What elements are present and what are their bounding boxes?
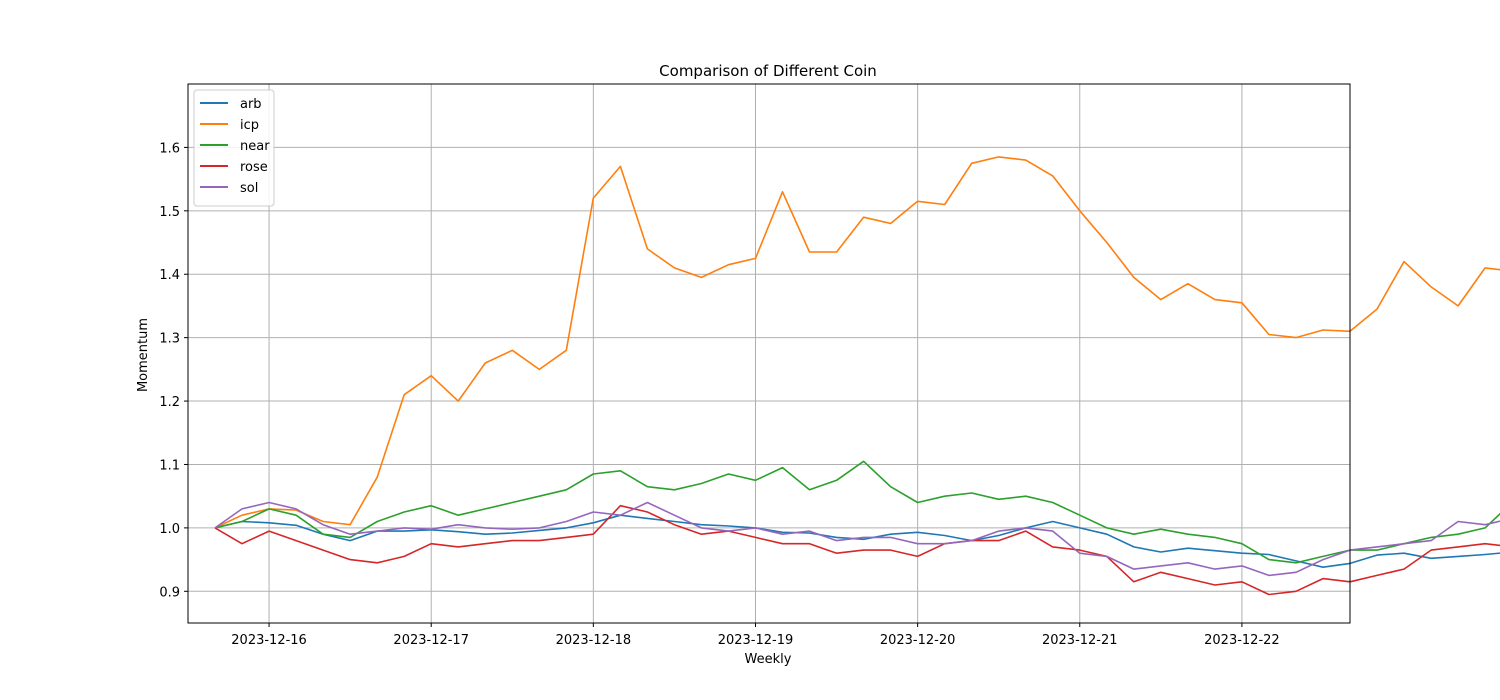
plot-frame [187,83,1351,624]
legend: arb icp near rose sol [193,89,275,207]
series-line-rose [214,504,1500,596]
y-axis: 0.9 1.0 1.1 1.2 1.3 1.4 1.5 1.6 [159,141,188,600]
legend-box [193,89,275,207]
y-tick-label: 0.9 [159,585,180,600]
legend-label-near: near [240,139,270,154]
x-axis-title: Weekly [745,652,792,667]
y-axis-title: Momentum [136,318,151,392]
legend-label-rose: rose [240,160,268,175]
series-line-sol [214,501,1500,577]
x-axis: 2023-12-16 2023-12-17 2023-12-18 2023-12-19… [231,623,1280,648]
series-line-arb [214,514,1500,569]
legend-label-sol: sol [240,181,258,196]
series-line-icp [214,156,1500,529]
y-tick-label: 1.6 [159,141,180,156]
x-tick-label: 2023-12-18 [556,633,632,648]
y-tick-label: 1.4 [159,268,180,283]
x-tick-label: 2023-12-17 [393,633,469,648]
y-tick-label: 1.2 [159,395,180,410]
x-tick-label: 2023-12-19 [718,633,794,648]
series-lines [214,156,1500,596]
y-tick-label: 1.3 [159,332,180,347]
x-tick-label: 2023-12-20 [880,633,956,648]
legend-label-icp: icp [240,118,259,133]
chart-title: Comparison of Different Coin [659,62,877,80]
y-tick-label: 1.0 [159,522,180,537]
x-tick-label: 2023-12-22 [1204,633,1280,648]
y-tick-label: 1.1 [159,458,180,473]
series-line-near [214,460,1500,564]
y-tick-label: 1.5 [159,205,180,220]
legend-label-arb: arb [240,97,262,112]
x-tick-label: 2023-12-16 [231,633,307,648]
x-tick-label: 2023-12-21 [1042,633,1118,648]
grid [188,84,1350,623]
